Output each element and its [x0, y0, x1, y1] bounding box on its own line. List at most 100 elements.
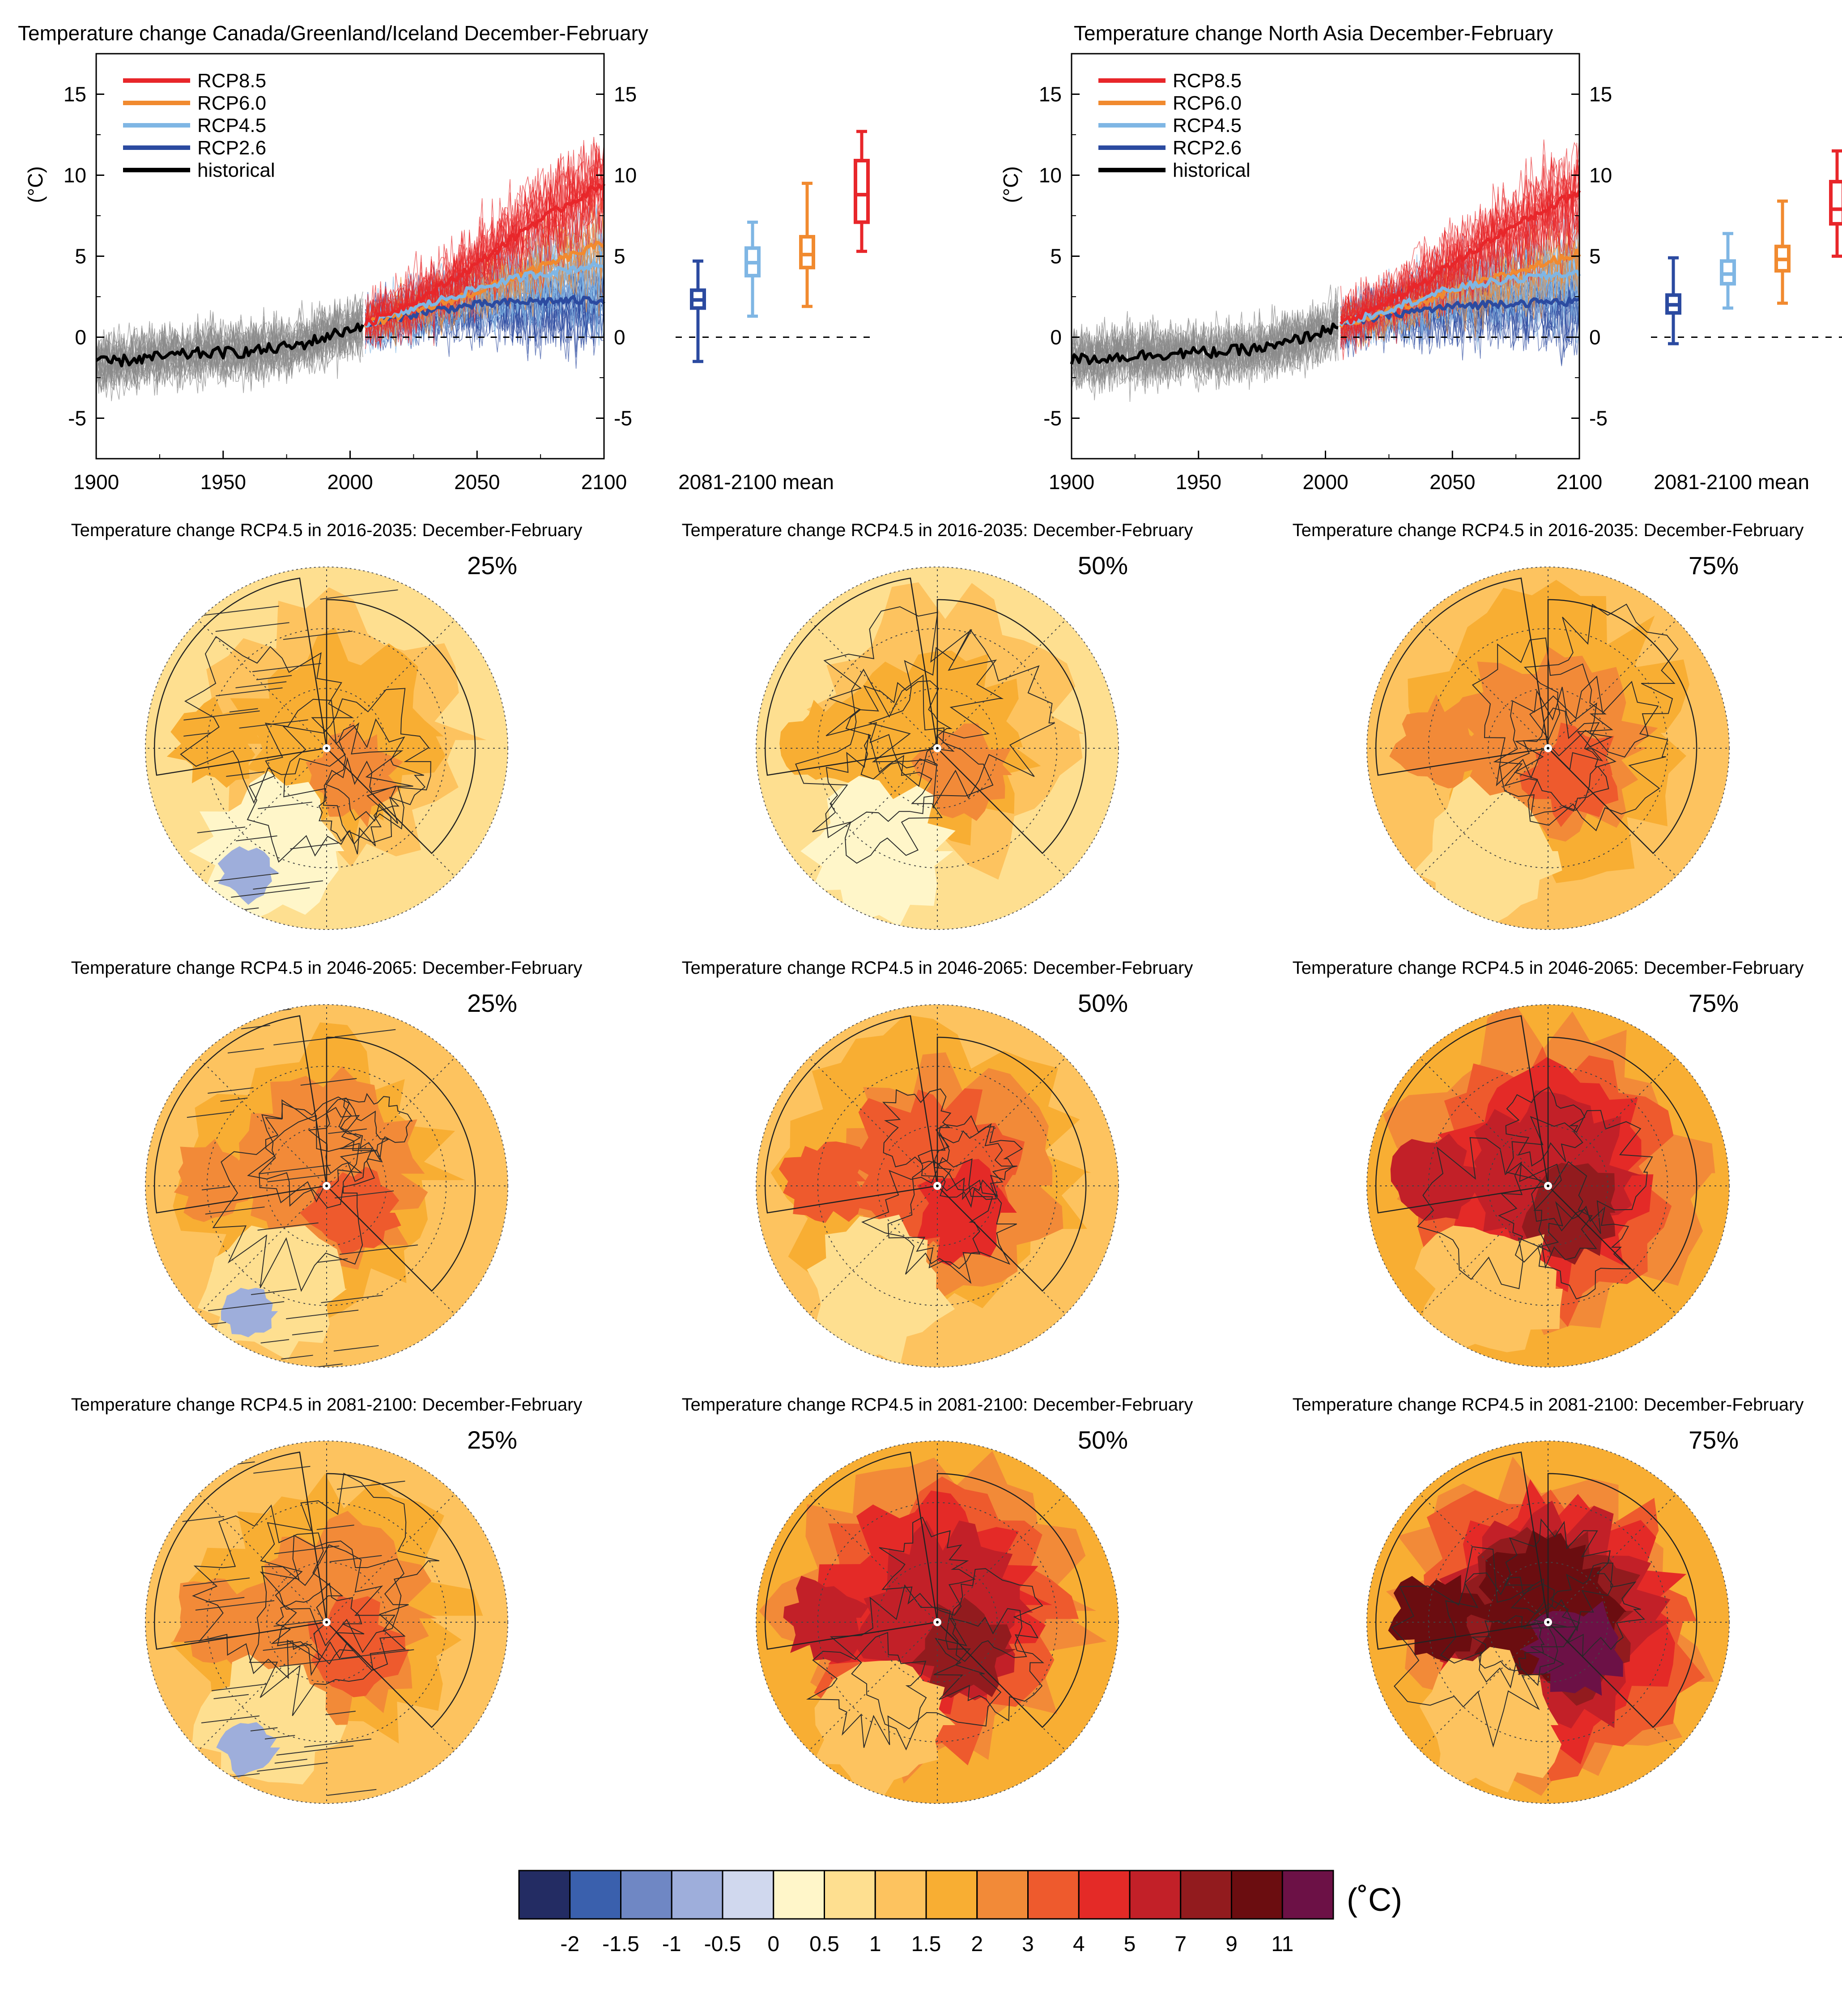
coastline [823, 606, 1004, 787]
colorbar-tick-label: -2 [560, 1932, 579, 1956]
hatch-line [256, 675, 292, 680]
meridian [326, 1185, 455, 1315]
hatch-line [231, 887, 310, 898]
pole-marker-dot [1547, 1185, 1549, 1187]
coastline [1549, 1562, 1646, 1658]
map-title: Temperature change RCP4.5 in 2016-2035: … [1293, 520, 1804, 540]
meridian [937, 1493, 1066, 1623]
north-atlantic-cool-region [1413, 776, 1562, 926]
hatch-line [204, 576, 254, 584]
north-atlantic-cool-region [1414, 1225, 1563, 1352]
meridian [1548, 748, 1677, 877]
hatch-line [182, 1516, 225, 1522]
percentile-label: 50% [1078, 1426, 1128, 1454]
meridian [326, 748, 455, 877]
legend-label: RCP4.5 [1173, 115, 1242, 136]
meridian [1548, 1057, 1677, 1186]
map-field [145, 1441, 508, 1803]
meridian [326, 619, 455, 749]
ensemble-members [96, 136, 604, 401]
legend-label: RCP2.6 [197, 137, 266, 159]
meridian [198, 619, 327, 749]
x-tick-label: 2050 [454, 470, 500, 494]
hatch-line [258, 801, 312, 809]
colorbar-swatch [1281, 1870, 1334, 1920]
hatch-line [290, 843, 339, 849]
boxplot-label: 2081-2100 mean [1654, 470, 1809, 494]
colorbar-tick-label: 1 [869, 1932, 881, 1956]
region-outline-north-asia [326, 1036, 476, 1292]
meridian [1419, 619, 1548, 749]
colorbar-swatch [722, 1870, 774, 1920]
region-outline-canada [1375, 1015, 1548, 1214]
hatch-line [183, 1577, 250, 1586]
y-axis-unit: (°C) [24, 166, 47, 203]
percentile-label: 25% [467, 551, 517, 580]
hatch-line [329, 1555, 382, 1562]
temperature-hotspot [173, 1578, 255, 1663]
meridian [1548, 1622, 1677, 1751]
map-panel: Temperature change RCP4.5 in 2081-2100: … [71, 1395, 582, 1804]
coastline [1523, 603, 1679, 758]
map-rim [1366, 1004, 1730, 1368]
pole-marker-dot [936, 1185, 939, 1187]
hatch-line [250, 1727, 278, 1731]
hatch-line [316, 1524, 354, 1530]
meridian [937, 1057, 1066, 1186]
hatch-line [336, 1480, 405, 1490]
hatch-line [236, 835, 277, 841]
meridian [937, 1185, 1066, 1315]
colorbar-tick-label: 3 [1022, 1932, 1034, 1956]
hatch-line [334, 1029, 396, 1037]
meridian [1548, 619, 1677, 749]
north-atlantic-cool-region [813, 1660, 956, 1803]
coastline [917, 1123, 1017, 1208]
series-mean-line-historical [95, 322, 365, 367]
region-outline-north-asia [326, 1473, 476, 1728]
meridian [1548, 1493, 1677, 1623]
series-mean-line-rcp45 [365, 260, 605, 328]
coastline [1504, 1518, 1613, 1632]
colorbar: -2 -1.5 -1 -0.5 0 0.5 1 1.5 2 3 4 5 7 9 11 (˚C) [518, 1870, 1402, 1956]
meridian [937, 619, 1066, 749]
temperature-hotspot [1390, 1133, 1485, 1221]
y-axis-unit: (°C) [999, 166, 1022, 203]
hatch-line [216, 687, 283, 696]
series-mean-line-historical [1070, 322, 1339, 366]
meridian [808, 1185, 938, 1315]
percentile-label: 25% [467, 1426, 517, 1454]
meridian [198, 1185, 327, 1315]
chart-title: Temperature change Canada/Greenland/Icel… [18, 21, 648, 45]
meridian [808, 1622, 938, 1751]
coastline [879, 1517, 976, 1616]
map-rim [145, 1004, 508, 1368]
map-title: Temperature change RCP4.5 in 2016-2035: … [71, 520, 583, 540]
map-panel: Temperature change RCP4.5 in 2046-2065: … [71, 958, 582, 1368]
meridian [808, 748, 938, 877]
coastline [340, 1093, 413, 1161]
coastline [1499, 708, 1609, 817]
colorbar-tick-label: 0.5 [809, 1932, 839, 1956]
y-tick-label-right: -5 [614, 407, 632, 430]
hatch-line [253, 1466, 311, 1474]
y-tick-label: 0 [75, 326, 86, 349]
region-outline-canada [765, 1451, 938, 1650]
coastline [318, 757, 400, 855]
pole-marker-dot [1547, 747, 1549, 750]
x-tick-label: 1950 [200, 470, 246, 494]
coastline [259, 1099, 378, 1203]
region-outline-north-asia [326, 599, 476, 854]
colorbar-swatch [1027, 1870, 1080, 1920]
y-tick-label-right: 0 [614, 326, 625, 349]
coastline [1514, 675, 1668, 831]
percentile-label: 75% [1689, 1426, 1739, 1454]
temperature-hotspot [1389, 694, 1483, 788]
hatch-line [325, 1710, 356, 1715]
map-title: Temperature change RCP4.5 in 2016-2035: … [682, 520, 1193, 540]
hatch-line [205, 1597, 245, 1603]
region-outline-canada [765, 1015, 938, 1214]
region-outline-canada [1375, 577, 1548, 776]
coastline [1440, 1572, 1567, 1689]
legend-label: historical [1173, 159, 1251, 181]
